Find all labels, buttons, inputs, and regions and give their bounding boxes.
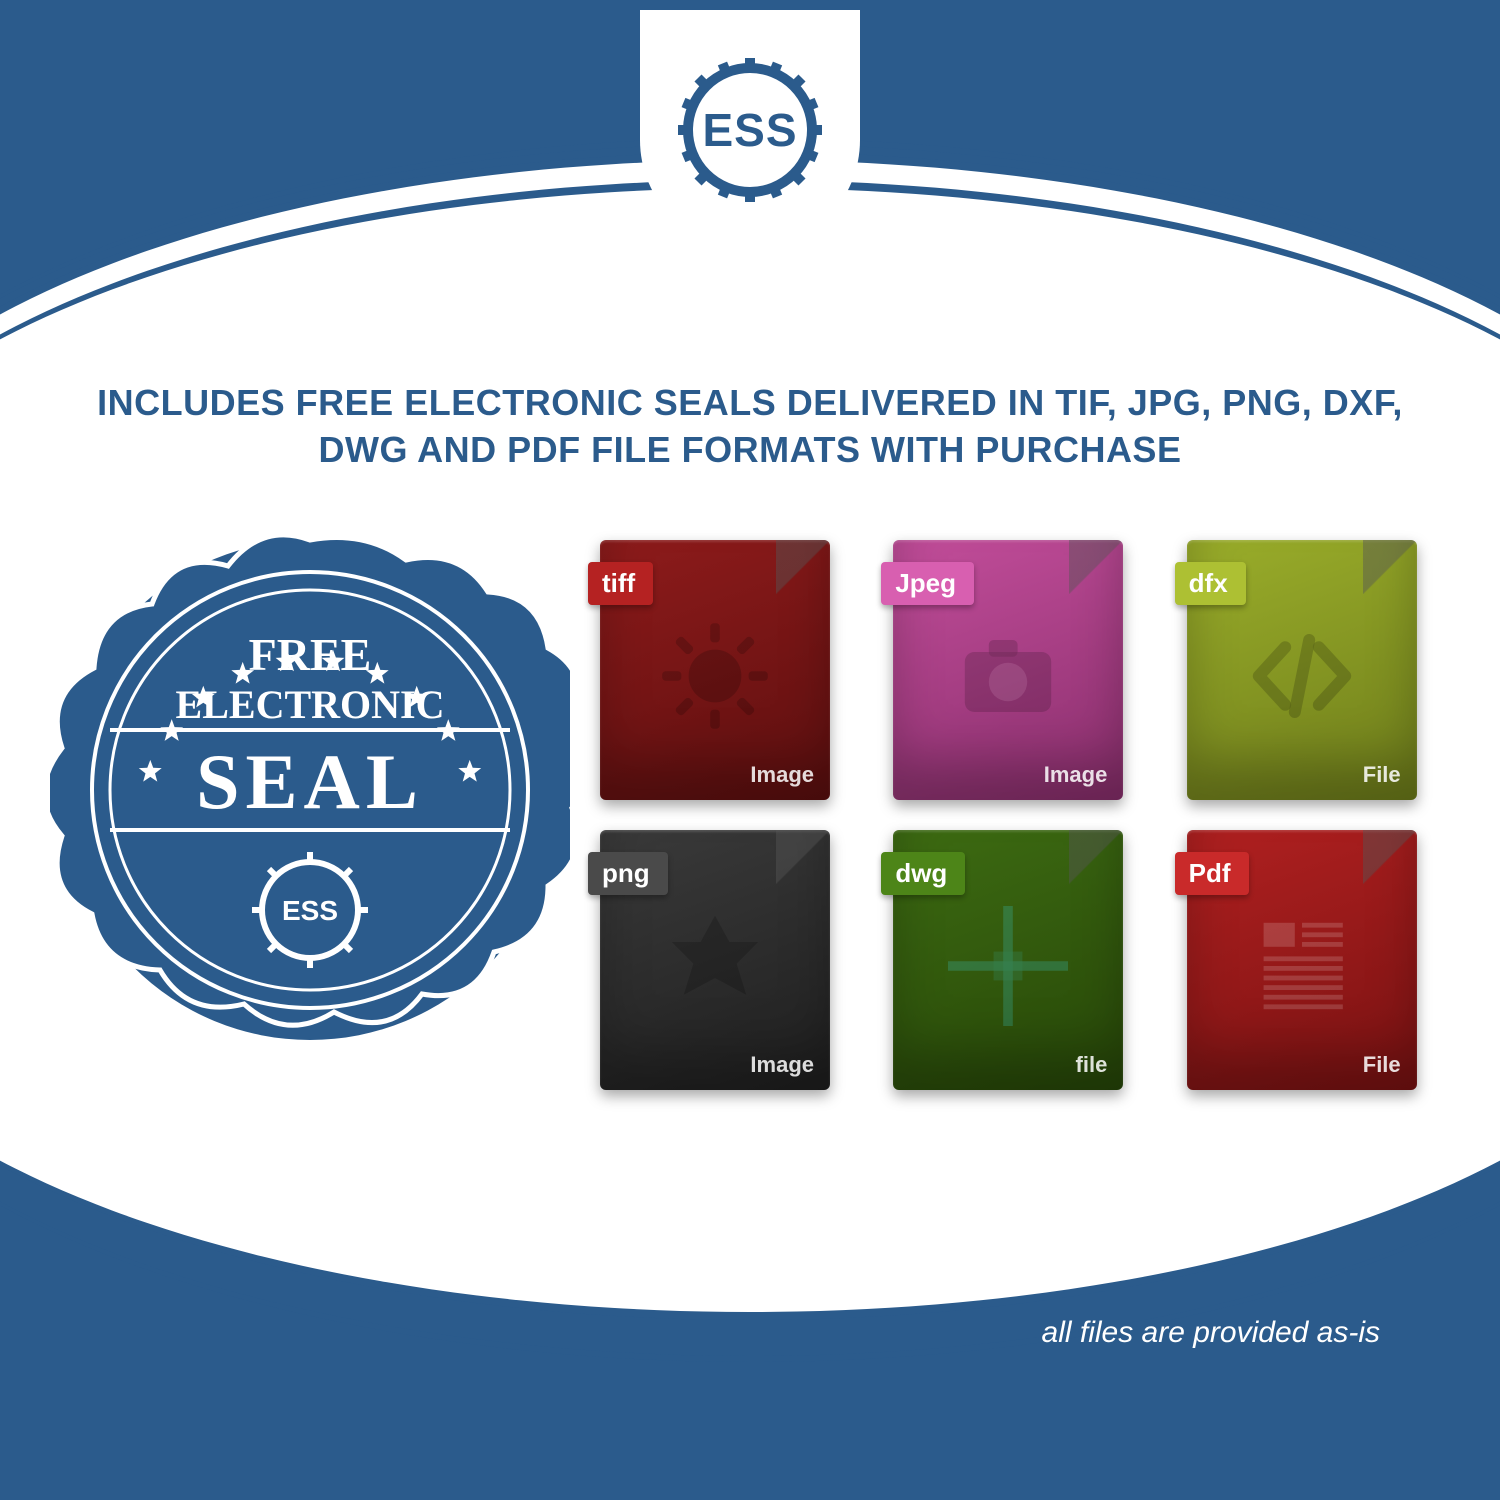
file-format-label: Jpeg	[881, 562, 974, 605]
file-format-label: dfx	[1175, 562, 1246, 605]
file-type-label: Image	[750, 762, 814, 788]
content-row: FREE ELECTRONIC SEAL	[50, 510, 1450, 1090]
file-type-label: file	[1076, 1052, 1108, 1078]
disclaimer-text: all files are provided as-is	[1042, 1316, 1380, 1350]
logo-gear-icon: ESS	[670, 50, 830, 210]
file-icon-dfx: dfxFile	[1187, 540, 1417, 800]
headline-text: INCLUDES FREE ELECTRONIC SEALS DELIVERED…	[60, 380, 1440, 474]
file-glyph-icon	[948, 906, 1068, 1026]
logo-shield: ESS	[640, 10, 860, 250]
file-type-label: Image	[750, 1052, 814, 1078]
file-fold-corner	[1363, 830, 1417, 884]
file-icon-dwg: dwgfile	[893, 830, 1123, 1090]
file-type-label: Image	[1044, 762, 1108, 788]
file-fold-corner	[776, 540, 830, 594]
file-type-label: File	[1363, 1052, 1401, 1078]
seal-inner-text: ESS	[282, 895, 338, 926]
seal-line1: FREE	[249, 629, 372, 680]
file-fold-corner	[776, 830, 830, 884]
brand-logo: ESS	[640, 10, 860, 250]
free-seal-badge: FREE ELECTRONIC SEAL	[50, 510, 570, 1070]
file-fold-corner	[1363, 540, 1417, 594]
file-icon-png: pngImage	[600, 830, 830, 1090]
file-format-label: dwg	[881, 852, 965, 895]
file-format-label: Pdf	[1175, 852, 1249, 895]
seal-line2: ELECTRONIC	[176, 682, 445, 727]
file-format-grid: tiffImageJpegImagedfxFilepngImagedwgfile…	[600, 510, 1450, 1090]
file-glyph-icon	[655, 616, 775, 736]
file-glyph-icon	[1242, 616, 1362, 736]
file-glyph-icon	[655, 906, 775, 1026]
file-glyph-icon	[1242, 906, 1362, 1026]
logo-text: ESS	[702, 103, 797, 157]
file-fold-corner	[1069, 540, 1123, 594]
file-type-label: File	[1363, 762, 1401, 788]
file-icon-pdf: PdfFile	[1187, 830, 1417, 1090]
file-format-label: tiff	[588, 562, 653, 605]
seal-line3: SEAL	[196, 738, 424, 825]
file-icon-tiff: tiffImage	[600, 540, 830, 800]
file-fold-corner	[1069, 830, 1123, 884]
file-format-label: png	[588, 852, 668, 895]
file-glyph-icon	[948, 616, 1068, 736]
file-icon-jpeg: JpegImage	[893, 540, 1123, 800]
